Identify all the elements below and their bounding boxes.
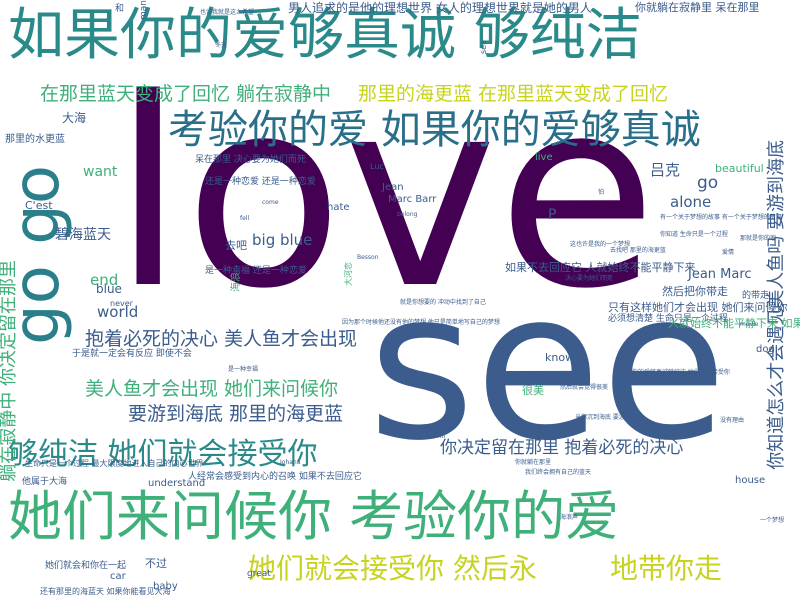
cloud-word: 你决定留在那里 抱着必死的决心 — [440, 438, 684, 458]
cloud-word: 爱情 — [722, 249, 735, 256]
cloud-word: u — [769, 305, 785, 314]
cloud-word: 然后就会觉得很美 — [560, 384, 609, 391]
cloud-word: end — [90, 271, 119, 289]
cloud-word: 还有那里的海蓝天 如果你能看见大海 — [40, 587, 171, 596]
cloud-word: 就是你想要的 冲动中找到了自己 — [400, 299, 486, 306]
cloud-word: 这也许是我的一个梦想 — [570, 241, 631, 248]
cloud-word: film — [434, 433, 446, 440]
cloud-word: see — [368, 248, 728, 486]
cloud-word: sea — [479, 40, 488, 54]
cloud-word: 美人鱼才会出现 她们来问候你 — [85, 378, 339, 400]
cloud-word: P — [548, 207, 557, 223]
cloud-word: 如果你的爱够真诚够纯洁 她们就会接受你 — [620, 369, 730, 376]
cloud-word: go — [697, 173, 719, 193]
cloud-word: 考验你的爱 如果你的爱够真诚 — [168, 107, 701, 153]
cloud-word: 你就躺在寂静里 呆在那里 — [635, 1, 760, 14]
cloud-word: 我们终会拥有自己的蓝天 — [525, 469, 592, 476]
cloud-word: movie — [740, 321, 759, 328]
cloud-word: fell — [240, 215, 250, 222]
cloud-word: 呆在那里 决心要为她们而死 — [195, 155, 306, 165]
cloud-word: 在那里蓝天变成了回忆 躺在寂静中 — [40, 83, 332, 105]
cloud-word: know — [545, 351, 575, 364]
cloud-word: 地带你走 — [610, 552, 723, 585]
cloud-word: 那就是你的家 — [740, 235, 777, 242]
cloud-word: 然后把你带走 — [662, 285, 728, 298]
cloud-word: 一个梦想 — [760, 517, 785, 524]
cloud-word: 人经常会感受到内心的召唤 如果不去回应它 — [188, 472, 362, 482]
cloud-word: big blue — [252, 231, 313, 249]
cloud-word: 不过 — [145, 557, 167, 570]
cloud-word: 去吧 — [225, 239, 247, 252]
cloud-word: 海浪声 — [560, 514, 579, 521]
cloud-word: 于是就一定会有反应 即使不会 — [72, 349, 192, 359]
cloud-word: 去找吧 那里的海更蓝 — [610, 247, 666, 254]
cloud-word: world — [97, 303, 139, 321]
cloud-word: Luc — [370, 162, 384, 171]
cloud-word: 如果不去回应它 人就始终不能平静下来 — [505, 261, 696, 274]
cloud-word: belong — [397, 211, 418, 218]
cloud-word: want — [83, 164, 118, 180]
cloud-word: live — [535, 152, 553, 163]
cloud-word: hate — [327, 202, 350, 213]
cloud-word: beautiful — [715, 162, 764, 175]
cloud-word: 你知道 生命只是一个过程 — [660, 231, 728, 238]
cloud-word: 她们来问候你 考验你的爱 — [8, 485, 620, 548]
cloud-word: dog — [756, 344, 775, 355]
cloud-word: 当你沉到海底 要游到那里 — [575, 414, 643, 421]
cloud-word: Marc Barr — [388, 194, 437, 205]
cloud-word: 还是一种恋爱 还是一种恋爱 — [205, 177, 316, 187]
cloud-word: 人就始终不能平静下来 如果去回应它 — [668, 317, 800, 330]
cloud-word: house — [735, 475, 766, 486]
cloud-word: 够纯洁 她们就会接受你 — [8, 437, 318, 472]
cloud-word: 大河恋 — [344, 262, 353, 286]
cloud-word: great — [247, 569, 271, 579]
cloud-word: man — [139, 0, 149, 20]
cloud-word: baby — [153, 581, 178, 592]
cloud-word: Obsession — [660, 374, 707, 384]
cloud-word: 你就躺在那里 — [515, 459, 552, 466]
cloud-word: never — [110, 299, 133, 308]
cloud-word: 海浪 — [231, 272, 242, 292]
cloud-word: 决心要为她们而死 — [565, 275, 614, 282]
cloud-word: 生命只是一个过程 最大限度地进入自己的内心世界 — [25, 459, 204, 468]
cloud-word: 那里的海更蓝 在那里蓝天变成了回忆 — [358, 83, 669, 105]
cloud-word: blue — [96, 282, 122, 296]
cloud-word: 必须想清楚 生命只是一个过程 — [608, 314, 728, 324]
cloud-word: 他属于大海 — [22, 477, 68, 487]
cloud-word: come — [262, 199, 279, 206]
cloud-word: 是一种幸福 还是一种恋爱 — [205, 266, 307, 276]
cloud-word: 男人追求的是他的理想世界 女人的理想世界就是她的男人 — [288, 1, 592, 15]
cloud-word: understand — [148, 478, 206, 489]
cloud-word: love — [112, 44, 658, 346]
cloud-word: 如果你的爱够真诚 够纯洁 — [8, 3, 642, 68]
cloud-word: 没有理由 — [720, 417, 745, 424]
cloud-word: car — [110, 571, 126, 582]
cloud-word: alone — [670, 193, 712, 211]
cloud-word: 是一种幸福 — [228, 366, 259, 373]
cloud-word: 有一个关于梦想的故事 有一个关于梦想的故事 — [660, 214, 782, 221]
cloud-word: 要游到海底 那里的海更蓝 — [128, 403, 344, 425]
cloud-word: 碧海蓝天 — [55, 227, 111, 243]
cloud-word: 只有这样她们才会出现 她们来问候你 — [608, 301, 788, 314]
cloud-word: Jean — [382, 182, 404, 193]
cloud-word: C'est — [25, 199, 53, 212]
cloud-word: 和 — [115, 4, 125, 14]
cloud-word: 也许我就是这么希望 — [200, 9, 255, 16]
cloud-word: 那里的水更蓝 — [5, 134, 65, 145]
cloud-word: Johana — [280, 459, 301, 466]
cloud-word: Jean Marc — [688, 267, 752, 282]
cloud-word: 因为那个时候他还没有他的梦想 他只是简单地写自己的梦想 — [342, 319, 500, 326]
cloud-word: 她们就会接受你 然后永 — [248, 552, 537, 585]
cloud-word: 躺在寂静中 你决定留在那里 — [0, 260, 19, 482]
cloud-word: 怕 — [598, 189, 605, 196]
cloud-word: 她们就会和你在一起 — [45, 561, 127, 571]
cloud-word: 很美 — [522, 384, 544, 397]
cloud-word: 吕克 — [650, 161, 681, 179]
cloud-word: 的带走 — [742, 291, 770, 301]
cloud-word: Besson — [357, 254, 379, 261]
cloud-word: 大海 — [62, 111, 87, 125]
cloud-word: 抱着必死的决心 美人鱼才会出现 — [85, 328, 358, 350]
cloud-word: 冬天 — [215, 42, 228, 49]
